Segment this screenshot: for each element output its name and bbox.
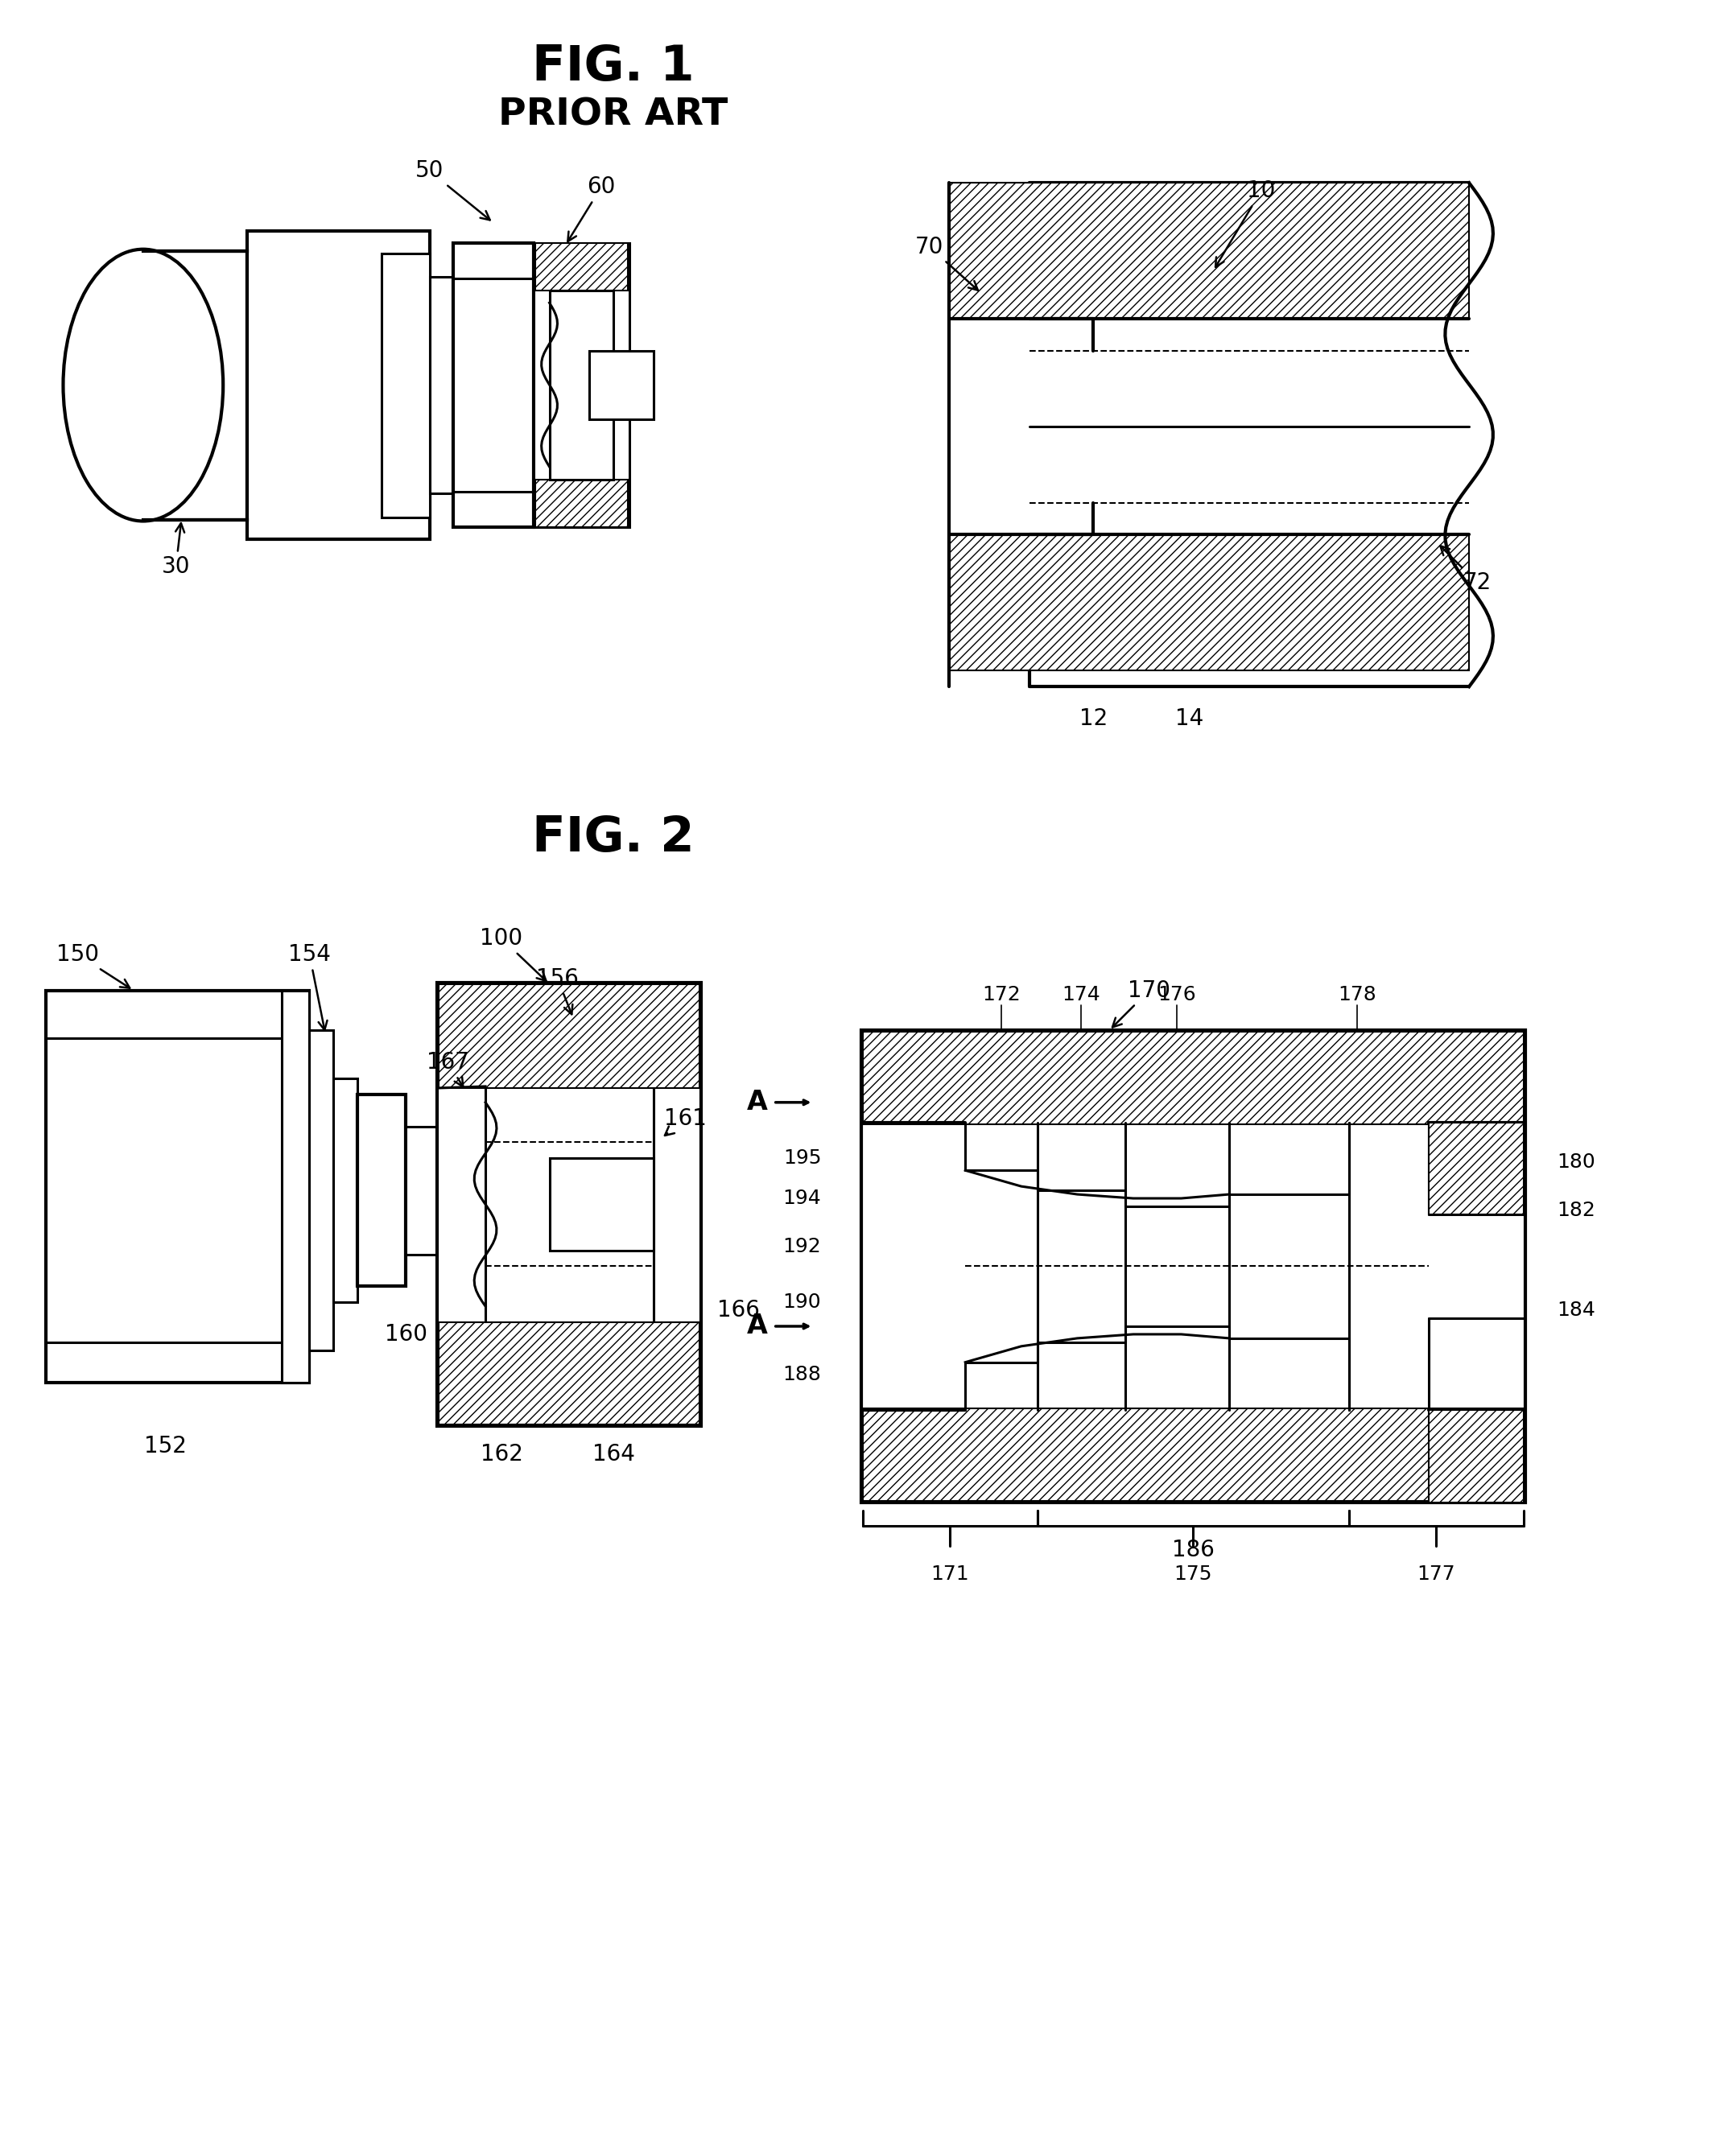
Text: 161: 161 xyxy=(664,1108,707,1136)
Bar xyxy=(248,231,430,539)
Text: 178: 178 xyxy=(1338,985,1376,1005)
Text: 156: 156 xyxy=(535,968,579,1013)
Text: 10: 10 xyxy=(1215,179,1275,267)
Bar xyxy=(950,183,1470,319)
Bar xyxy=(1430,1123,1523,1214)
Text: 60: 60 xyxy=(568,175,615,241)
Bar xyxy=(333,1078,357,1302)
Text: 190: 190 xyxy=(783,1294,821,1313)
Text: 182: 182 xyxy=(1556,1201,1596,1220)
Text: 167: 167 xyxy=(426,1052,470,1087)
Text: 154: 154 xyxy=(288,942,331,1031)
Text: 30: 30 xyxy=(161,524,191,578)
Text: 162: 162 xyxy=(480,1442,523,1466)
Text: 150: 150 xyxy=(55,942,130,987)
Bar xyxy=(438,983,700,1089)
Bar xyxy=(381,252,430,517)
Bar xyxy=(406,1125,437,1255)
Text: 72: 72 xyxy=(1440,545,1492,593)
Text: 186: 186 xyxy=(1172,1539,1215,1561)
Text: 14: 14 xyxy=(1175,707,1203,731)
Text: 180: 180 xyxy=(1556,1153,1596,1173)
Bar xyxy=(45,990,310,1382)
Text: FIG. 2: FIG. 2 xyxy=(532,815,695,862)
Bar xyxy=(438,1322,700,1425)
Bar xyxy=(861,1031,1525,1503)
Text: 195: 195 xyxy=(783,1149,821,1169)
Bar xyxy=(950,535,1470,671)
Bar xyxy=(535,479,627,528)
Bar xyxy=(310,1031,333,1350)
Text: 50: 50 xyxy=(416,160,490,220)
Text: 12: 12 xyxy=(1080,707,1107,731)
Bar xyxy=(863,1408,1523,1501)
Text: 175: 175 xyxy=(1173,1565,1213,1585)
Text: 170: 170 xyxy=(1113,979,1170,1026)
Text: PRIOR ART: PRIOR ART xyxy=(499,97,728,134)
Bar xyxy=(534,244,629,528)
Bar xyxy=(454,244,534,528)
Bar xyxy=(863,1033,1523,1123)
Text: 171: 171 xyxy=(931,1565,969,1585)
Text: A: A xyxy=(747,1313,768,1339)
Bar xyxy=(535,244,627,291)
Bar xyxy=(430,278,461,494)
Bar xyxy=(437,983,702,1427)
Bar xyxy=(357,1095,406,1287)
Bar xyxy=(144,250,248,520)
Text: A: A xyxy=(747,1089,768,1115)
Text: 100: 100 xyxy=(480,927,546,981)
Text: 177: 177 xyxy=(1418,1565,1456,1585)
Text: 188: 188 xyxy=(783,1365,821,1384)
Text: 70: 70 xyxy=(915,235,977,291)
Ellipse shape xyxy=(62,250,224,522)
Bar xyxy=(549,291,613,479)
Text: 172: 172 xyxy=(983,985,1021,1005)
Text: 160: 160 xyxy=(385,1324,426,1345)
Text: 174: 174 xyxy=(1062,985,1100,1005)
Text: 184: 184 xyxy=(1556,1300,1596,1319)
Text: 192: 192 xyxy=(783,1238,821,1257)
Bar xyxy=(549,1158,653,1250)
Bar xyxy=(589,351,653,420)
Bar xyxy=(281,990,310,1382)
Text: 166: 166 xyxy=(717,1300,759,1322)
Text: 152: 152 xyxy=(144,1436,187,1457)
Text: 176: 176 xyxy=(1158,985,1196,1005)
Bar xyxy=(1430,1410,1523,1503)
Text: 164: 164 xyxy=(593,1442,634,1466)
Text: FIG. 1: FIG. 1 xyxy=(532,43,695,91)
Text: 194: 194 xyxy=(783,1188,821,1207)
